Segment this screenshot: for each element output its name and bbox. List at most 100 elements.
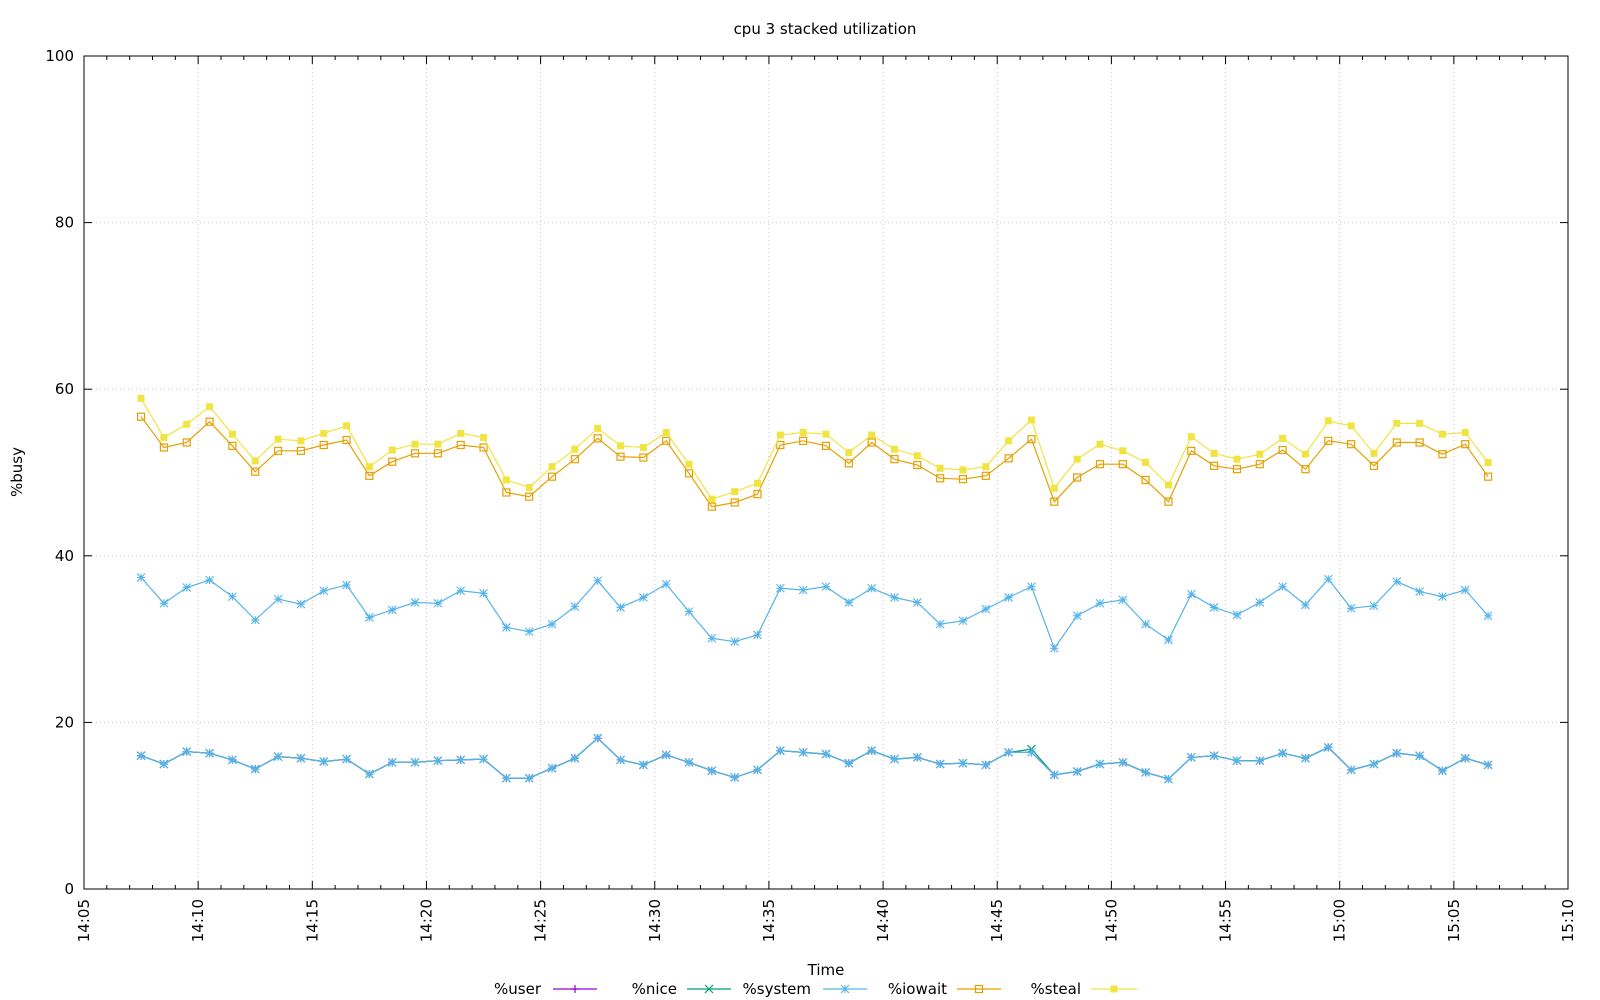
data-point <box>1049 770 1059 780</box>
legend-item: %iowait <box>888 980 1001 998</box>
data-point <box>1210 449 1218 457</box>
data-point <box>1209 603 1219 612</box>
data-point <box>1142 459 1150 467</box>
data-point <box>342 435 351 445</box>
data-point <box>433 598 443 608</box>
data-point <box>1141 767 1151 777</box>
series-1 <box>137 734 1493 784</box>
data-point <box>1392 748 1402 758</box>
data-point <box>502 488 511 497</box>
data-point <box>547 472 557 481</box>
data-point <box>821 582 831 592</box>
data-point <box>798 585 808 595</box>
series-line <box>140 577 1489 650</box>
data-point <box>160 434 168 442</box>
data-point <box>1004 454 1013 463</box>
series-6 <box>137 394 1492 503</box>
legend-label: %steal <box>1030 980 1081 998</box>
legend-marker <box>974 984 984 994</box>
data-point <box>890 455 899 464</box>
data-point <box>775 746 785 756</box>
data-point <box>501 623 511 632</box>
data-point <box>639 453 648 462</box>
series-line <box>140 398 1489 500</box>
data-point <box>753 630 762 640</box>
x-tick-label: 14:05 <box>75 899 93 942</box>
legend-label: %user <box>494 980 542 998</box>
plot-frame <box>83 55 1569 890</box>
data-point <box>1095 598 1105 608</box>
data-point <box>731 488 739 496</box>
data-point <box>547 619 557 629</box>
data-point <box>868 431 876 439</box>
data-point <box>1187 446 1196 455</box>
x-tick-label: 14:50 <box>1102 899 1120 942</box>
data-point <box>365 463 373 471</box>
data-point <box>821 749 831 759</box>
y-tick-label: 80 <box>55 214 74 232</box>
data-point <box>1370 449 1378 457</box>
data-point <box>548 463 556 471</box>
legend-marker <box>1110 985 1118 993</box>
data-point <box>616 452 625 461</box>
data-point <box>1347 422 1355 430</box>
data-point <box>251 467 260 476</box>
data-point <box>638 760 648 770</box>
data-point <box>1483 611 1493 621</box>
data-point <box>387 605 397 615</box>
data-point <box>775 583 785 593</box>
data-point <box>1004 747 1014 757</box>
data-point <box>502 476 510 484</box>
data-point <box>273 752 283 761</box>
data-point <box>959 466 967 474</box>
data-point <box>1072 767 1082 776</box>
data-point <box>480 434 488 442</box>
data-point <box>1323 743 1333 752</box>
data-point <box>662 429 670 437</box>
data-point <box>730 772 740 782</box>
data-point <box>1301 450 1309 458</box>
data-point <box>1095 759 1105 769</box>
x-tick-label: 14:15 <box>303 899 321 942</box>
data-point <box>708 495 716 503</box>
legend-marker <box>571 985 579 993</box>
legend-marker <box>840 984 850 994</box>
data-point <box>137 394 145 402</box>
data-point <box>981 760 991 770</box>
data-point <box>547 763 557 773</box>
legend-label: %iowait <box>888 980 947 998</box>
data-point <box>707 633 717 643</box>
data-point <box>913 460 922 470</box>
data-point <box>1164 497 1173 506</box>
data-point <box>1483 760 1493 770</box>
data-point <box>982 463 990 471</box>
x-tick-label: 14:55 <box>1217 899 1235 942</box>
data-point <box>250 764 260 774</box>
data-point <box>1050 497 1059 506</box>
axis-ticks: 0 20 40 60 80 100 14:05 14:10 14:15 14:20 14:25 14:… <box>45 47 1577 942</box>
data-point <box>1393 419 1401 427</box>
data-point <box>365 471 374 480</box>
chart-title: cpu 3 stacked utilization <box>734 20 917 38</box>
data-point <box>159 598 169 608</box>
data-point <box>183 420 191 428</box>
legend-item: %nice <box>632 980 731 998</box>
data-point <box>1324 417 1332 425</box>
data-point <box>844 758 854 768</box>
legend-item: %user <box>494 980 597 998</box>
data-point <box>250 615 260 625</box>
data-point <box>1073 455 1081 463</box>
x-tick-label: 14:45 <box>988 899 1006 942</box>
data-point <box>1072 611 1082 621</box>
data-point <box>136 751 146 761</box>
x-tick-label: 14:40 <box>874 899 892 942</box>
data-point <box>958 758 968 768</box>
data-point <box>616 603 625 612</box>
legend-item: %steal <box>1030 980 1137 998</box>
data-point <box>205 417 214 426</box>
y-tick-label: 20 <box>55 713 74 731</box>
legend-marker <box>704 984 714 994</box>
data-point <box>799 436 808 445</box>
data-point <box>364 613 374 622</box>
data-point <box>410 449 420 458</box>
